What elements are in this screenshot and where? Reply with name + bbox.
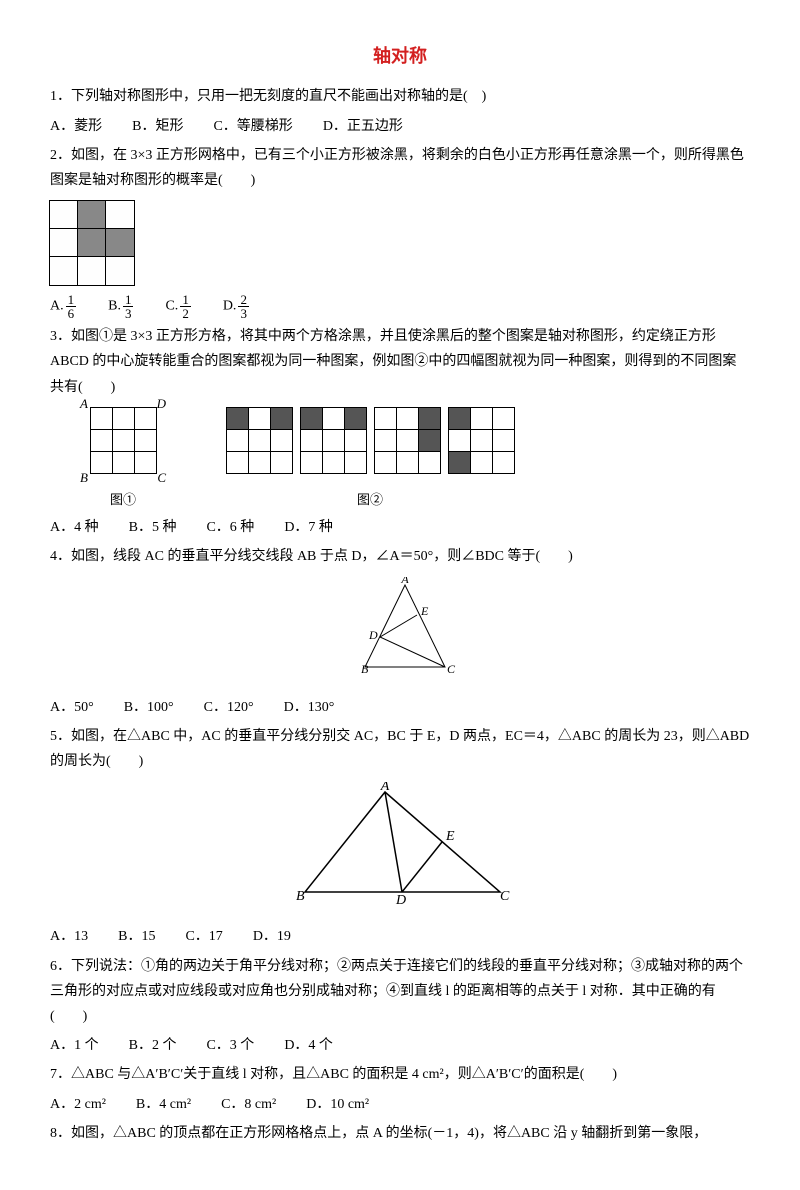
q6-opt-a: A．1 个 (50, 1033, 99, 1058)
q3-grid-b (300, 408, 366, 474)
svg-text:C: C (500, 889, 510, 904)
q4-opt-b: B．100° (124, 695, 174, 720)
q1-opt-d: D．正五边形 (323, 114, 403, 139)
q4-opt-a: A．50° (50, 695, 94, 720)
q1-opt-b: B．矩形 (132, 114, 183, 139)
q2-opt-c: C.12 (165, 293, 192, 320)
q5-options: A．13 B．15 C．17 D．19 (50, 924, 750, 949)
q3-grid-a (226, 408, 292, 474)
q3-fig1-group: A B C D 图① (90, 408, 156, 511)
q3-opt-c: C．6 种 (206, 515, 254, 540)
q6-opt-d: D．4 个 (284, 1033, 333, 1058)
q1-opt-a: A．菱形 (50, 114, 102, 139)
q4-options: A．50° B．100° C．120° D．130° (50, 695, 750, 720)
q4-opt-d: D．130° (284, 695, 335, 720)
q2-figure (50, 201, 750, 285)
svg-text:D: D (368, 628, 378, 642)
svg-text:E: E (445, 829, 455, 844)
q1-text: 1．下列轴对称图形中，只用一把无刻度的直尺不能画出对称轴的是( ) (50, 84, 750, 109)
q2-opt-b: B.13 (108, 293, 135, 320)
q8-text: 8．如图，△ABC 的顶点都在正方形网格格点上，点 A 的坐标(－1，4)，将△… (50, 1121, 750, 1146)
page-title: 轴对称 (50, 40, 750, 72)
q6-opt-c: C．3 个 (206, 1033, 254, 1058)
q5-opt-b: B．15 (118, 924, 155, 949)
q5-svg: A B C D E (290, 782, 510, 907)
q7-opt-b: B．4 cm² (136, 1092, 191, 1117)
svg-text:C: C (447, 662, 456, 676)
fig2-caption: 图② (226, 488, 514, 511)
q5-opt-c: C．17 (185, 924, 222, 949)
q7-opt-d: D．10 cm² (306, 1092, 369, 1117)
q7-opt-c: C．8 cm² (221, 1092, 276, 1117)
q2-opt-a: A.16 (50, 293, 78, 320)
svg-text:B: B (361, 662, 369, 676)
fig1-caption: 图① (90, 488, 156, 511)
q3-fig2-group: 图② (226, 408, 514, 511)
q3-options: A．4 种 B．5 种 C．6 种 D．7 种 (50, 515, 750, 540)
q7-text: 7．△ABC 与△A′B′C′关于直线 l 对称，且△ABC 的面积是 4 cm… (50, 1062, 750, 1087)
svg-text:E: E (420, 604, 429, 618)
q5-opt-a: A．13 (50, 924, 88, 949)
q2-opt-d: D.23 (223, 293, 251, 320)
q7-options: A．2 cm² B．4 cm² C．8 cm² D．10 cm² (50, 1092, 750, 1117)
q3-opt-d: D．7 种 (284, 515, 333, 540)
q5-text: 5．如图，在△ABC 中，AC 的垂直平分线分别交 AC，BC 于 E，D 两点… (50, 724, 750, 774)
svg-text:A: A (380, 782, 390, 794)
q1-options: A．菱形 B．矩形 C．等腰梯形 D．正五边形 (50, 114, 750, 139)
q2-grid (50, 201, 750, 285)
q3-opt-b: B．5 种 (129, 515, 177, 540)
label-c: C (157, 466, 166, 489)
q5-figure: A B C D E (50, 782, 750, 916)
q6-text: 6．下列说法：①角的两边关于角平分线对称；②两点关于连接它们的线段的垂直平分线对… (50, 954, 750, 1030)
q7-opt-a: A．2 cm² (50, 1092, 106, 1117)
q3-grid-d (448, 408, 514, 474)
q4-svg: A B C D E (335, 577, 465, 677)
q3-figures: A B C D 图① (90, 408, 750, 511)
svg-text:B: B (296, 889, 305, 904)
q4-figure: A B C D E (50, 577, 750, 686)
q2-text: 2．如图，在 3×3 正方形网格中，已有三个小正方形被涂黑，将剩余的白色小正方形… (50, 143, 750, 193)
q5-opt-d: D．19 (253, 924, 291, 949)
q6-opt-b: B．2 个 (129, 1033, 177, 1058)
q4-opt-c: C．120° (204, 695, 254, 720)
q4-text: 4．如图，线段 AC 的垂直平分线交线段 AB 于点 D，∠A＝50°，则∠BD… (50, 544, 750, 569)
q3-grid-c (374, 408, 440, 474)
label-d: D (157, 392, 166, 415)
q2-options: A.16 B.13 C.12 D.23 (50, 293, 750, 320)
svg-text:A: A (400, 577, 409, 586)
q6-options: A．1 个 B．2 个 C．3 个 D．4 个 (50, 1033, 750, 1058)
q3-text: 3．如图①是 3×3 正方形方格，将其中两个方格涂黑，并且使涂黑后的整个图案是轴… (50, 324, 750, 400)
q1-opt-c: C．等腰梯形 (213, 114, 292, 139)
label-a: A (80, 392, 88, 415)
svg-text:D: D (395, 893, 406, 907)
q3-opt-a: A．4 种 (50, 515, 99, 540)
q3-fig1: A B C D (90, 408, 156, 474)
label-b: B (80, 466, 88, 489)
